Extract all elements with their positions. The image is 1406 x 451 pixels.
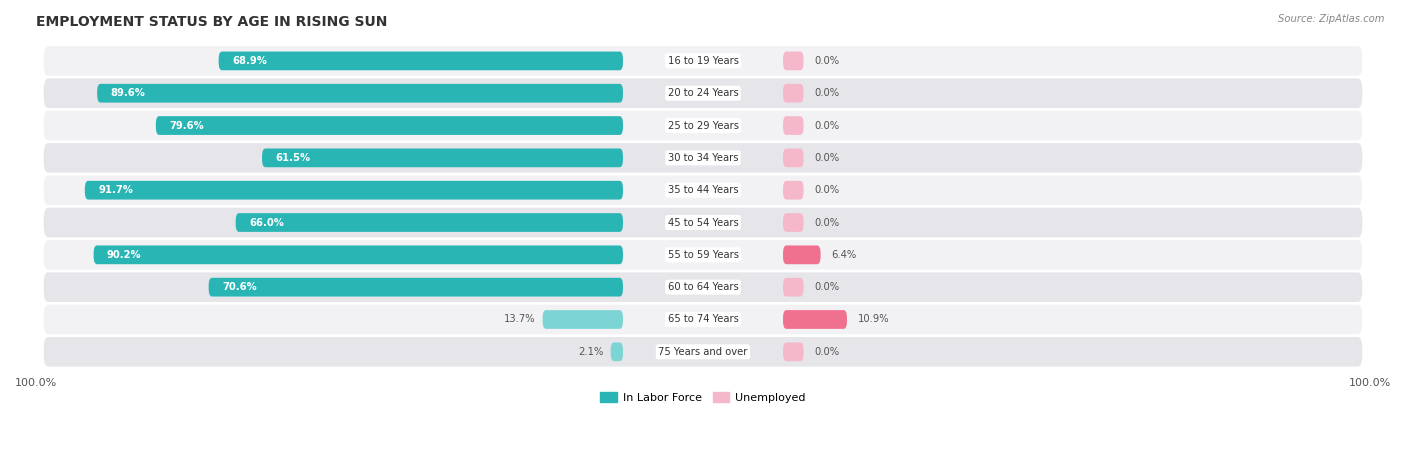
Text: 89.6%: 89.6%: [111, 88, 145, 98]
FancyBboxPatch shape: [236, 213, 623, 232]
FancyBboxPatch shape: [783, 181, 804, 200]
FancyBboxPatch shape: [783, 310, 846, 329]
Text: 60 to 64 Years: 60 to 64 Years: [668, 282, 738, 292]
Text: 79.6%: 79.6%: [169, 120, 204, 130]
FancyBboxPatch shape: [783, 116, 804, 135]
FancyBboxPatch shape: [42, 45, 1364, 77]
FancyBboxPatch shape: [84, 181, 623, 200]
Text: 61.5%: 61.5%: [276, 153, 311, 163]
Text: 0.0%: 0.0%: [814, 185, 839, 195]
Text: Source: ZipAtlas.com: Source: ZipAtlas.com: [1278, 14, 1385, 23]
FancyBboxPatch shape: [783, 84, 804, 102]
FancyBboxPatch shape: [42, 110, 1364, 141]
FancyBboxPatch shape: [543, 310, 623, 329]
Text: 0.0%: 0.0%: [814, 120, 839, 130]
Text: 91.7%: 91.7%: [98, 185, 134, 195]
Text: 68.9%: 68.9%: [232, 56, 267, 66]
FancyBboxPatch shape: [94, 245, 623, 264]
Text: 20 to 24 Years: 20 to 24 Years: [668, 88, 738, 98]
Text: 2.1%: 2.1%: [579, 347, 605, 357]
FancyBboxPatch shape: [219, 51, 623, 70]
Text: 25 to 29 Years: 25 to 29 Years: [668, 120, 738, 130]
FancyBboxPatch shape: [156, 116, 623, 135]
Text: 16 to 19 Years: 16 to 19 Years: [668, 56, 738, 66]
Legend: In Labor Force, Unemployed: In Labor Force, Unemployed: [596, 387, 810, 407]
FancyBboxPatch shape: [783, 342, 804, 361]
FancyBboxPatch shape: [97, 84, 623, 102]
FancyBboxPatch shape: [783, 245, 821, 264]
Text: 13.7%: 13.7%: [505, 314, 536, 324]
FancyBboxPatch shape: [783, 213, 804, 232]
Text: EMPLOYMENT STATUS BY AGE IN RISING SUN: EMPLOYMENT STATUS BY AGE IN RISING SUN: [37, 15, 388, 29]
Text: 0.0%: 0.0%: [814, 217, 839, 227]
Text: 0.0%: 0.0%: [814, 282, 839, 292]
FancyBboxPatch shape: [42, 142, 1364, 174]
Text: 0.0%: 0.0%: [814, 88, 839, 98]
Text: 65 to 74 Years: 65 to 74 Years: [668, 314, 738, 324]
Text: 0.0%: 0.0%: [814, 347, 839, 357]
Text: 10.9%: 10.9%: [858, 314, 889, 324]
Text: 66.0%: 66.0%: [249, 217, 284, 227]
Text: 6.4%: 6.4%: [831, 250, 856, 260]
Text: 55 to 59 Years: 55 to 59 Years: [668, 250, 738, 260]
Text: 75 Years and over: 75 Years and over: [658, 347, 748, 357]
FancyBboxPatch shape: [42, 239, 1364, 271]
Text: 0.0%: 0.0%: [814, 153, 839, 163]
Text: 35 to 44 Years: 35 to 44 Years: [668, 185, 738, 195]
FancyBboxPatch shape: [262, 148, 623, 167]
Text: 70.6%: 70.6%: [222, 282, 257, 292]
FancyBboxPatch shape: [42, 175, 1364, 206]
FancyBboxPatch shape: [42, 304, 1364, 336]
FancyBboxPatch shape: [42, 272, 1364, 303]
Text: 30 to 34 Years: 30 to 34 Years: [668, 153, 738, 163]
FancyBboxPatch shape: [783, 278, 804, 297]
Text: 90.2%: 90.2%: [107, 250, 142, 260]
FancyBboxPatch shape: [42, 78, 1364, 109]
FancyBboxPatch shape: [208, 278, 623, 297]
Text: 0.0%: 0.0%: [814, 56, 839, 66]
FancyBboxPatch shape: [783, 148, 804, 167]
Text: 45 to 54 Years: 45 to 54 Years: [668, 217, 738, 227]
FancyBboxPatch shape: [42, 336, 1364, 368]
FancyBboxPatch shape: [42, 207, 1364, 239]
FancyBboxPatch shape: [610, 342, 623, 361]
FancyBboxPatch shape: [783, 51, 804, 70]
